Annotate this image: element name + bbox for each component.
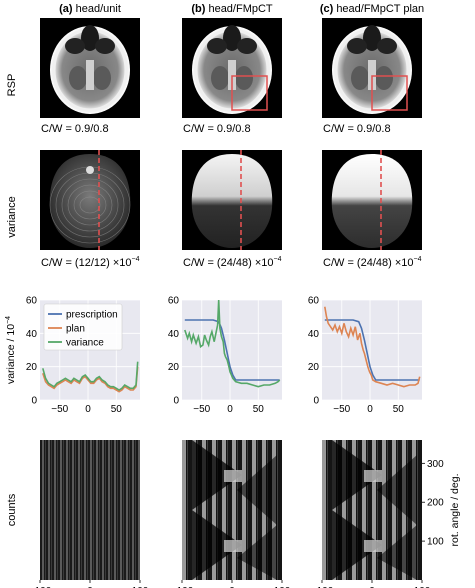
- x-tick-label: 0: [85, 404, 91, 415]
- rsp-image-3: [322, 18, 422, 118]
- counts-heatmap-3: −1000100position / mm100200300rot. angle…: [311, 440, 461, 588]
- y-tick-label: 0: [31, 396, 37, 407]
- column-letter: (c): [320, 3, 337, 15]
- x-tick-label: 100: [274, 586, 291, 588]
- y-tick-label: 200: [427, 498, 444, 509]
- counts-heatmap-2: −1000100position / mm: [171, 440, 291, 588]
- rsp-window-label: C/W = 0.9/0.8: [41, 123, 109, 135]
- x-tick-label: 50: [393, 404, 405, 415]
- x-tick-label: −100: [171, 586, 194, 588]
- line-chart-2: −50 0 50 0 20 40 60: [168, 296, 282, 415]
- x-tick-label: −50: [51, 404, 68, 415]
- rsp-image-1: [40, 18, 140, 118]
- column-letter: (a): [59, 3, 76, 15]
- column-name: head/FMpCT plan: [336, 3, 424, 15]
- y-tick-label: 60: [26, 296, 38, 307]
- x-tick-label: 0: [367, 404, 373, 415]
- series-plan: [324, 306, 421, 388]
- x-tick-label: 100: [132, 586, 149, 588]
- y-tick-label: 100: [427, 537, 444, 548]
- variance-window-label: C/W = (24/48) ×10−4: [323, 256, 422, 269]
- column-title-3: (c) head/FMpCT plan: [320, 3, 424, 15]
- y-tick-label: 20: [168, 362, 180, 373]
- variance-window-label: C/W = (12/12) ×10−4: [41, 256, 140, 269]
- series-variance: [184, 299, 281, 388]
- variance-image-1: [40, 150, 140, 250]
- row-label-variance: variance: [6, 196, 18, 238]
- column-name: head/unit: [76, 3, 121, 15]
- series-prescription: [184, 319, 280, 381]
- x-tick-label: −50: [333, 404, 350, 415]
- roi-box: [371, 75, 408, 111]
- y-axis-label: variance / 10−4: [5, 316, 17, 384]
- y-tick-label: 0: [313, 396, 319, 407]
- y-axis-label: rot. angle / deg.: [449, 474, 461, 547]
- x-tick-label: −50: [193, 404, 210, 415]
- variance-window-label: C/W = (24/48) ×10−4: [183, 256, 282, 269]
- series-variance: [42, 361, 139, 391]
- y-tick-label: 20: [308, 362, 320, 373]
- variance-image-3: [322, 150, 422, 250]
- column-title-1: (a) head/unit: [59, 3, 121, 15]
- x-tick-label: 0: [229, 586, 235, 588]
- x-tick-label: 0: [369, 586, 375, 588]
- series-plan: [42, 366, 139, 393]
- x-tick-label: 0: [227, 404, 233, 415]
- rsp-window-label: C/W = 0.9/0.8: [323, 123, 391, 135]
- column-title-2: (b) head/FMpCT: [191, 3, 273, 15]
- column-name: head/FMpCT: [208, 3, 272, 15]
- variance-image-2: [182, 150, 282, 250]
- x-tick-label: 0: [87, 586, 93, 588]
- y-tick-label: 300: [427, 459, 444, 470]
- legend-entry-prescription: prescription: [66, 310, 118, 321]
- y-tick-label: 40: [168, 329, 180, 340]
- y-tick-label: 60: [168, 296, 180, 307]
- x-tick-label: 50: [253, 404, 265, 415]
- x-tick-label: 100: [414, 586, 431, 588]
- legend-entry-plan: plan: [66, 324, 85, 335]
- roi-box: [231, 75, 268, 111]
- plot-area: [182, 300, 282, 400]
- plot-area: [322, 300, 422, 400]
- x-tick-label: −100: [311, 586, 334, 588]
- legend: prescription plan variance: [43, 303, 123, 351]
- y-tick-label: 40: [26, 329, 38, 340]
- y-tick-label: 60: [308, 296, 320, 307]
- line-chart-1: −50 0 50 0 20 40 60 variance / 10−4 prescription…: [5, 296, 140, 415]
- line-chart-3: −50 0 50 0 20 40 60: [308, 296, 422, 415]
- row-label-rsp: RSP: [6, 74, 18, 97]
- row-label-counts: counts: [6, 493, 18, 526]
- y-tick-label: 40: [308, 329, 320, 340]
- column-letter: (b): [191, 3, 208, 15]
- series-prescription: [324, 319, 420, 381]
- x-tick-label: 50: [111, 404, 123, 415]
- rsp-window-label: C/W = 0.9/0.8: [183, 123, 251, 135]
- rsp-image-2: [182, 18, 282, 118]
- counts-heatmap-1: −1000100position / mm: [29, 440, 149, 588]
- y-tick-label: 0: [173, 396, 179, 407]
- y-tick-label: 20: [26, 362, 38, 373]
- legend-entry-variance: variance: [66, 338, 104, 349]
- x-tick-label: −100: [29, 586, 52, 588]
